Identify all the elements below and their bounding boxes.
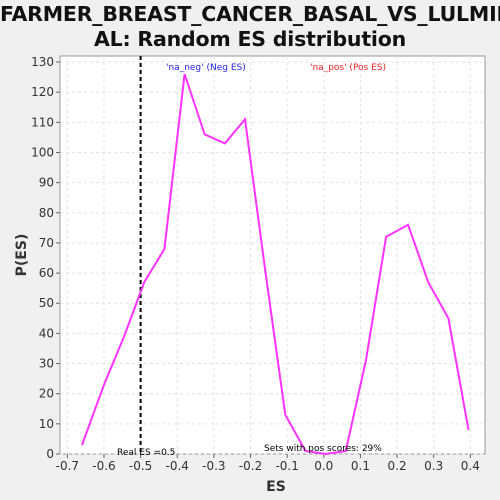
x-tick-label: 0.2 (388, 459, 407, 473)
y-tick-label: 50 (39, 296, 54, 310)
neg-es-label: 'na_neg' (Neg ES) (166, 63, 246, 73)
pos-scores-label: Sets with pos scores: 29% (264, 444, 382, 454)
x-axis-label: ES (266, 479, 286, 495)
y-tick-label: 70 (39, 236, 54, 250)
chart-title-line-2: AL: Random ES distribution (93, 27, 407, 51)
series-line (81, 73, 470, 456)
y-tick-label: 30 (39, 357, 54, 371)
y-tick-label: 130 (31, 55, 54, 69)
x-tick-label: 0.4 (461, 459, 480, 473)
x-tick-label: 0.3 (424, 459, 443, 473)
chart-title-line-1: FARMER_BREAST_CANCER_BASAL_VS_LULMIN (0, 2, 500, 26)
y-axis-label: P(ES) (14, 234, 30, 277)
y-tick-label: 20 (39, 387, 54, 401)
y-tick-label: 110 (31, 115, 54, 129)
y-tick-label: 40 (39, 326, 54, 340)
plot-background (59, 55, 486, 455)
y-tick-label: 80 (39, 206, 54, 220)
x-tick-label: -0.1 (275, 459, 298, 473)
x-tick-label: -0.6 (92, 459, 115, 473)
x-tick-label: 0.0 (314, 459, 333, 473)
y-tick-label: 10 (39, 417, 54, 431)
x-tick-label: -0.3 (202, 459, 225, 473)
y-tick-label: 90 (39, 176, 54, 190)
x-tick-label: -0.4 (166, 459, 189, 473)
real-es-label: Real ES =0.5 (117, 448, 175, 458)
y-tick-label: 0 (46, 447, 54, 461)
x-tick-label: -0.2 (239, 459, 262, 473)
x-tick-label: -0.7 (56, 459, 79, 473)
x-tick-label: 0.1 (351, 459, 370, 473)
y-tick-label: 100 (31, 145, 54, 159)
y-tick-label: 120 (31, 85, 54, 99)
x-tick-label: -0.5 (129, 459, 152, 473)
pos-es-label: 'na_pos' (Pos ES) (310, 63, 386, 73)
y-tick-label: 60 (39, 266, 54, 280)
